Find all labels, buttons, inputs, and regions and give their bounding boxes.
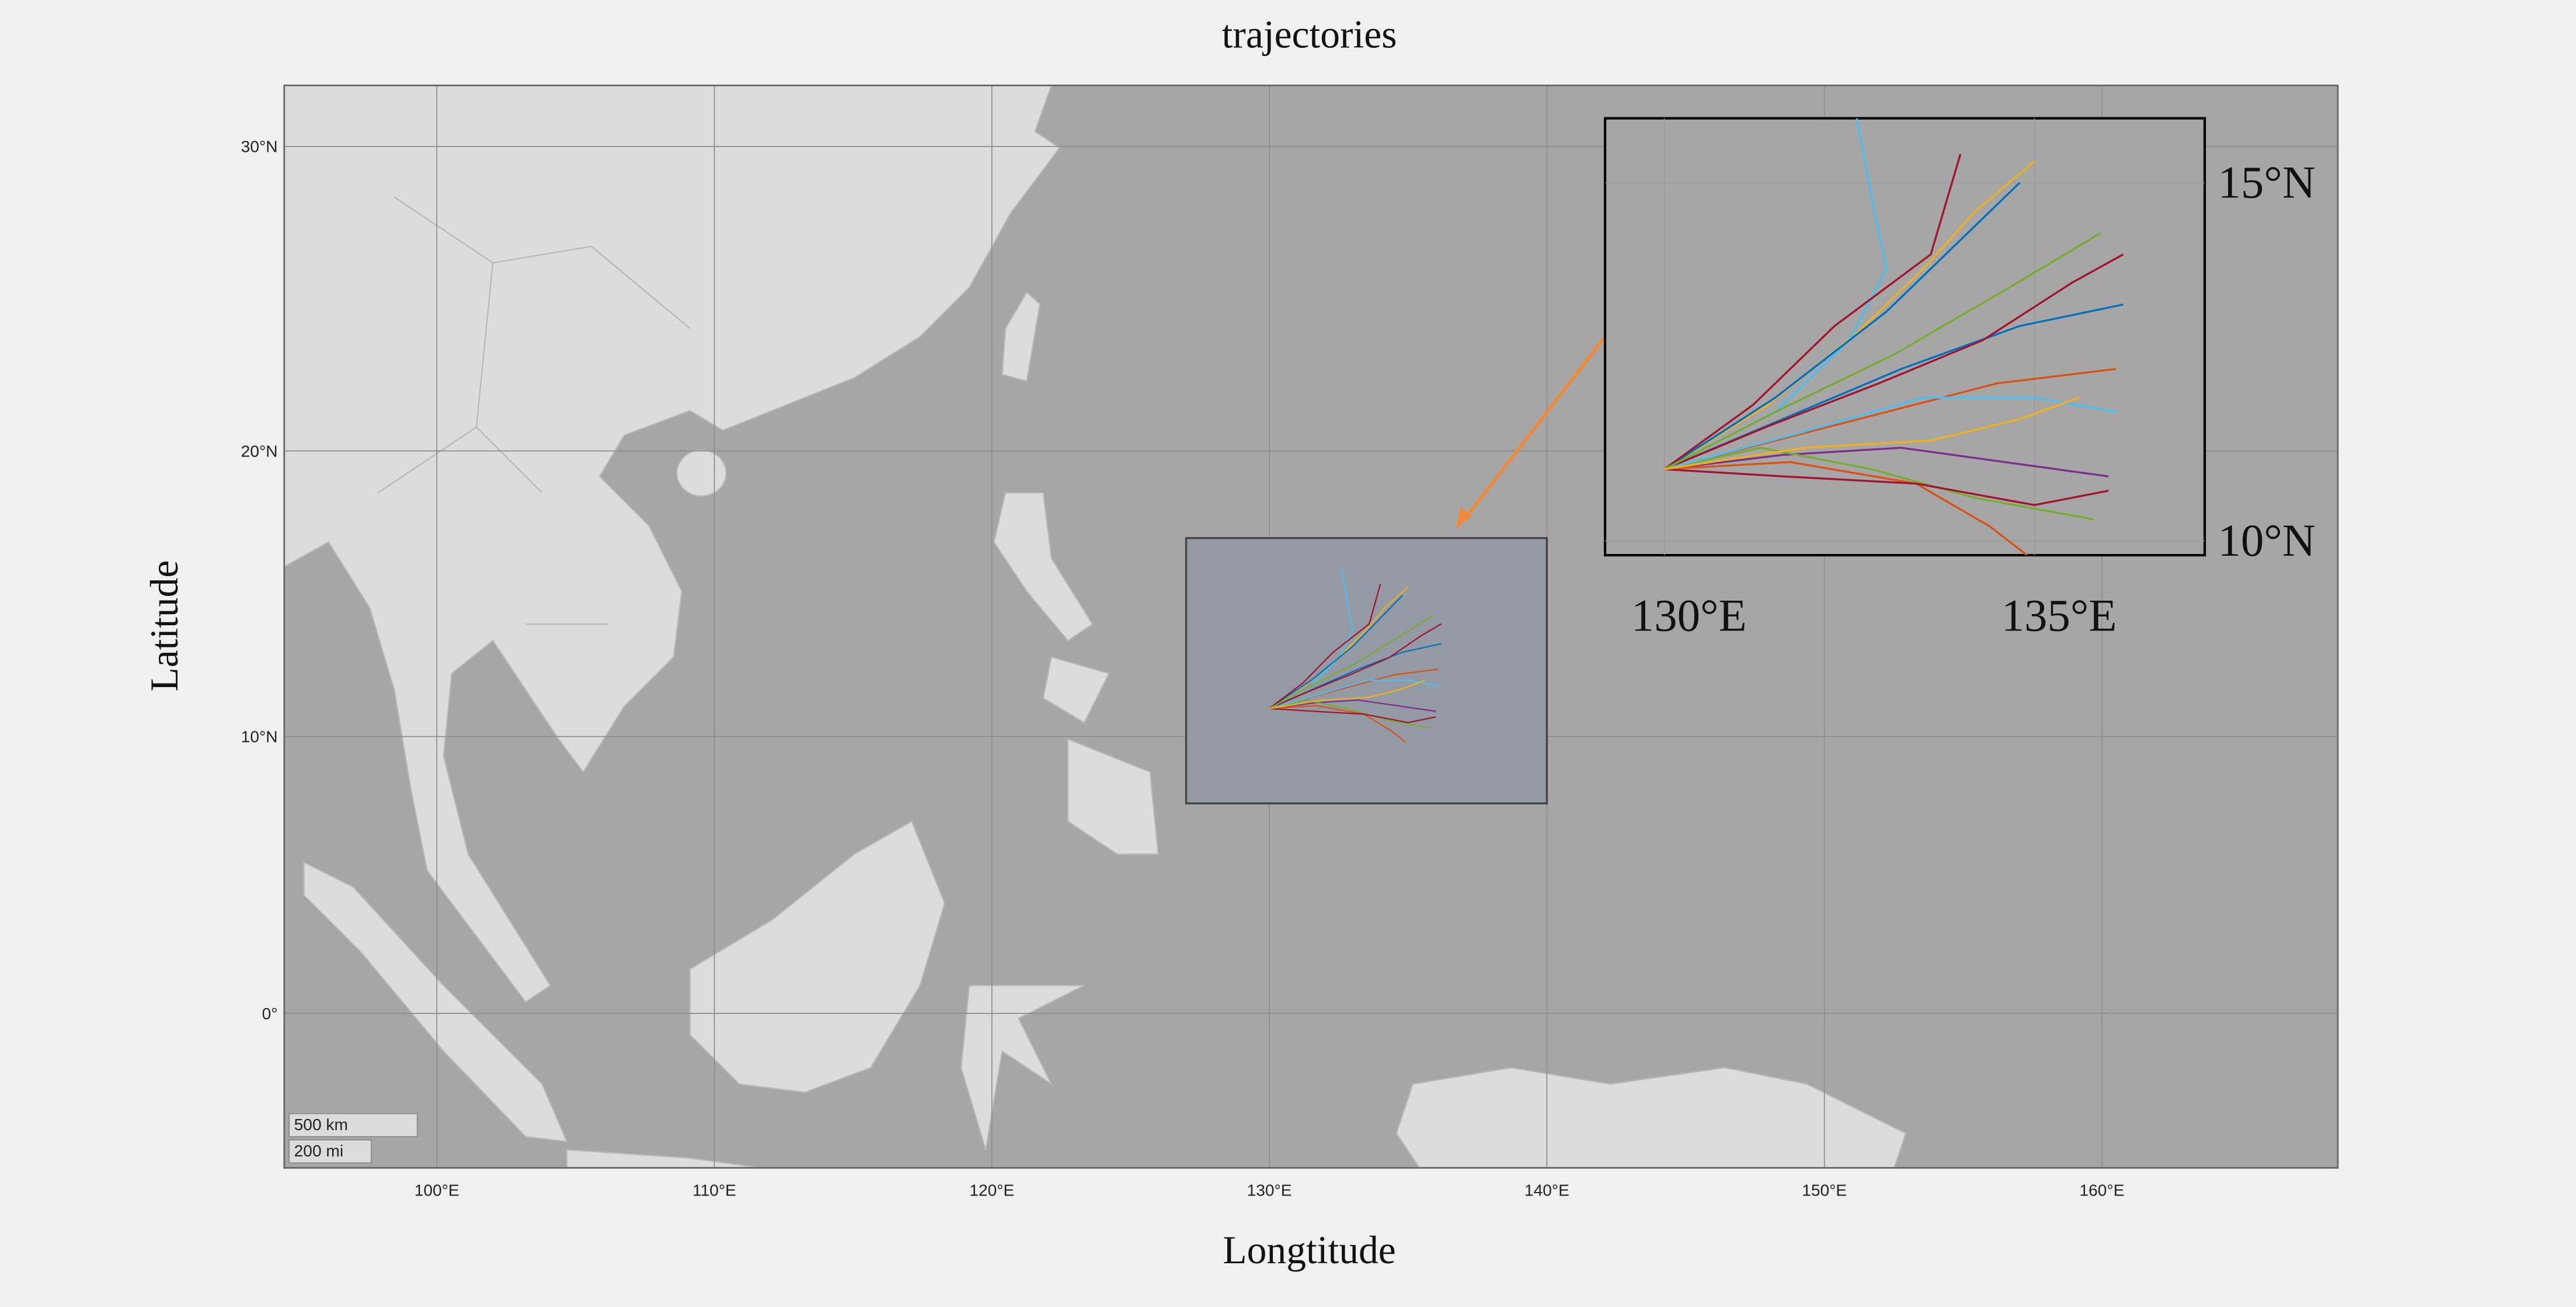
land — [284, 85, 1061, 1003]
trajectory — [1269, 584, 1381, 709]
x-tick-label: 130°E — [1631, 591, 1747, 642]
trajectory — [1664, 447, 2094, 521]
trajectory — [1269, 615, 1434, 709]
x-tick-label: 160°E — [2080, 1181, 2125, 1199]
scale-bar — [288, 1139, 372, 1164]
arrow — [1461, 336, 1607, 524]
x-tick-label: 150°E — [1802, 1181, 1847, 1199]
trajectory — [1269, 623, 1442, 709]
trajectory — [1269, 707, 1436, 723]
taiwan — [1001, 291, 1041, 382]
borders — [377, 196, 691, 625]
y-tick-label: 0° — [262, 1005, 278, 1023]
x-tick-label: 130°E — [1247, 1181, 1292, 1199]
y-tick-label: 30°N — [241, 138, 278, 156]
trajectory — [1664, 468, 2109, 506]
borneo — [689, 820, 946, 1093]
mindanao — [1067, 738, 1159, 855]
trajectory — [1663, 160, 2035, 470]
trajectory — [1663, 232, 2102, 470]
zoom-tracks — [1605, 118, 2205, 556]
scale-label: 500 km — [294, 1116, 348, 1134]
java — [566, 1149, 765, 1168]
trajectory — [1663, 253, 2124, 470]
y-tick-label: 15°N — [2218, 157, 2316, 208]
region-box — [1185, 537, 1548, 804]
x-tick-label: 140°E — [1524, 1181, 1569, 1199]
x-tick-label: 100°E — [415, 1181, 459, 1199]
scale-label: 200 mi — [294, 1142, 343, 1160]
y-tick-label: 20°N — [241, 442, 278, 460]
trajectory — [1269, 595, 1404, 709]
y-axis-label: Latitude — [142, 560, 186, 692]
hainan — [676, 449, 727, 497]
new-guinea — [1395, 1066, 1907, 1168]
trajectory — [1663, 182, 2021, 470]
y-tick-label: 10°N — [241, 728, 278, 746]
map-frame — [283, 84, 2339, 1169]
trajectory — [1664, 396, 2117, 470]
arrow-head — [1456, 507, 1473, 529]
scale-bar — [288, 1113, 418, 1138]
y-tick-label: 10°N — [2218, 515, 2316, 566]
trajectory — [1664, 396, 2080, 470]
zoom-box — [1603, 117, 2206, 557]
x-tick-label: 110°E — [692, 1181, 736, 1199]
sumatra — [303, 861, 568, 1142]
trajectory — [1269, 679, 1425, 709]
x-tick-label: 135°E — [2001, 591, 2117, 642]
trajectory — [1664, 447, 2109, 478]
x-tick-label: 120°E — [969, 1181, 1014, 1199]
trajectory — [1269, 699, 1436, 712]
visayas — [1042, 656, 1110, 724]
trajectory — [1663, 154, 1962, 470]
trajectory — [1269, 699, 1430, 729]
chart-title: trajectories — [1222, 13, 1397, 57]
x-axis-label: Longtitude — [1223, 1228, 1395, 1272]
luzon — [993, 492, 1094, 642]
